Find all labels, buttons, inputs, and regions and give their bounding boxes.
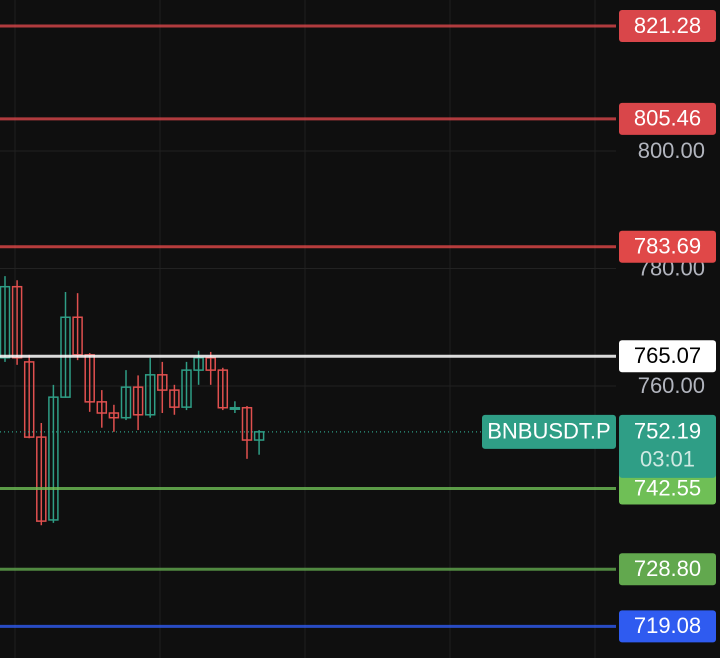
level-label-box (619, 472, 716, 505)
candle-body (193, 357, 204, 371)
level-label: 783.69 (634, 234, 701, 259)
candle-body (229, 406, 241, 410)
candle-body (217, 369, 229, 409)
level-label-box (619, 102, 716, 135)
level-label-box (619, 340, 716, 373)
candle-body (108, 412, 120, 419)
candle-body (120, 386, 132, 419)
candle-body (96, 401, 108, 414)
candle-body (253, 431, 265, 441)
level-label: 719.08 (634, 613, 701, 638)
candle-body (205, 357, 216, 371)
candle-body (11, 285, 23, 359)
y-tick-label: 800.00 (638, 138, 705, 163)
countdown: 03:01 (640, 447, 695, 472)
vertical-grid (14, 0, 596, 658)
candle-body (23, 361, 35, 438)
symbol-label: BNBUSDT.P (487, 419, 610, 444)
level-label: 805.46 (634, 106, 701, 131)
candle-body (241, 406, 253, 441)
symbol-box (482, 414, 616, 449)
level-label-box (619, 9, 716, 42)
y-tick-label: 760.00 (638, 373, 705, 398)
level-label: 765.07 (634, 343, 701, 368)
level-label: 742.55 (634, 475, 701, 500)
last-price-label: 752.19 (634, 419, 701, 444)
candle-body (36, 436, 47, 522)
level-label-box (619, 230, 716, 263)
candle-body (132, 386, 144, 416)
level-label: 821.28 (634, 13, 701, 38)
price-box (619, 414, 716, 478)
candle-body (169, 389, 180, 408)
candle-body (0, 285, 11, 359)
candle-body (144, 374, 156, 416)
level-label-box (619, 553, 716, 586)
candle-body (48, 396, 59, 521)
candle-body (181, 369, 192, 408)
level-label: 728.80 (634, 556, 701, 581)
level-label-box (619, 610, 716, 643)
candle-body (157, 374, 168, 391)
